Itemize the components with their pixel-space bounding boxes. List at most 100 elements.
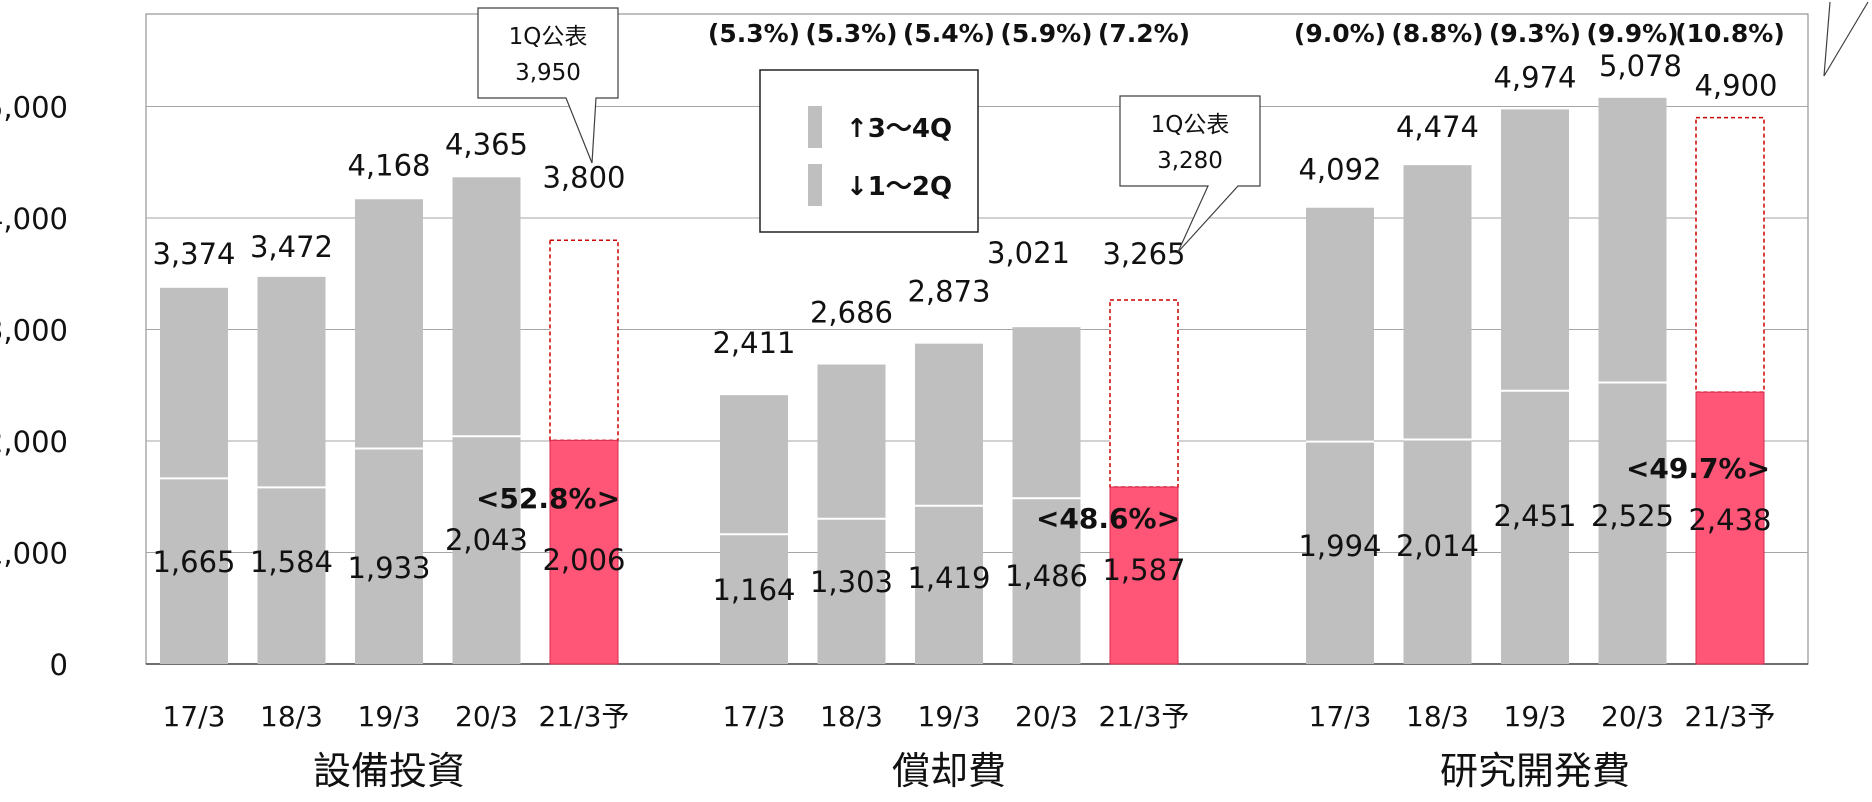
bar-forecast-h1 [1109,486,1179,665]
legend-box [759,69,979,233]
ratio-label: (5.3%) [805,19,897,48]
h1-label: 1,486 [1005,559,1088,593]
h1-label: 1,933 [347,551,430,585]
h1-label: 1,587 [1102,553,1185,587]
total-label: 4,365 [445,127,528,161]
total-label: 3,800 [542,160,625,194]
callout-title: 1Q公表 [1151,112,1230,138]
group-title: 償却費 [892,749,1006,793]
bar-actual-total [720,395,788,664]
bar-actual-total [1306,207,1374,664]
total-label: 2,873 [907,275,990,309]
progress-rate-label: <49.7%> [1626,452,1770,485]
total-label: 3,374 [152,237,235,271]
x-tick-label: 19/3 [1504,700,1567,733]
callout-box [1119,95,1261,253]
x-tick-label: 18/3 [820,700,883,733]
bar-actual-total [1012,327,1081,664]
callout-box [477,7,619,164]
h1-label: 1,994 [1298,529,1381,563]
total-label: 5,078 [1599,49,1682,83]
x-tick-label: 18/3 [260,700,323,733]
ratio-label: (5.9%) [1000,19,1092,48]
total-label: 2,686 [810,296,893,330]
bar-forecast-h2-outline [549,239,619,442]
bar-actual-total [160,287,228,664]
bar-actual-total [1403,165,1472,665]
h1-label: 1,419 [907,561,990,595]
total-label: 4,092 [1298,153,1381,187]
h1-label: 1,584 [250,545,333,579]
y-tick-label: 1,000 [0,537,68,571]
callout-pointer-offscreen [1823,1,1869,77]
x-tick-label: 21/3予 [539,700,630,733]
total-label: 4,168 [347,148,430,182]
ratio-label: (9.9%) [1586,19,1678,48]
x-tick-label: 19/3 [358,700,421,733]
h1-label: 1,303 [810,565,893,599]
total-label: 4,474 [1396,110,1479,144]
x-tick-label: 20/3 [1601,700,1664,733]
progress-rate-label: <52.8%> [476,482,620,515]
total-label: 4,900 [1694,69,1777,103]
h1-label: 1,665 [152,545,235,579]
bar-actual-total [1598,97,1667,665]
bar-actual-total [452,177,521,665]
progress-rate-label: <48.6%> [1036,502,1180,535]
legend-label: ↓1～2Q [846,172,952,202]
ratio-label: (5.4%) [903,19,995,48]
y-tick-label: 3,000 [0,314,68,348]
h1-label: 2,438 [1688,503,1771,537]
bar-forecast-h2-outline [1109,299,1179,488]
ratio-label: (9.0%) [1294,19,1386,48]
data-labels: 3,374 1,665 3,472 1,584 4,168 1,933 4,365 2,043… [152,49,1777,607]
h1-label: 2,451 [1493,499,1576,533]
group-title: 研究開発費 [1440,749,1630,793]
callout-value: 3,280 [1157,148,1223,174]
total-label: 3,265 [1102,237,1185,271]
y-tick-label: 0 [50,648,68,682]
total-label: 3,472 [250,230,333,264]
legend: ↑3～4Q ↓1～2Q [759,69,979,233]
x-tick-label: 17/3 [1309,700,1372,733]
x-tick-label: 21/3予 [1685,700,1776,733]
total-label: 2,411 [712,326,795,360]
ratio-label: (9.3%) [1489,19,1581,48]
bar-forecast-h1 [549,439,619,665]
x-tick-label: 17/3 [723,700,786,733]
y-tick-label: 2,000 [0,425,68,459]
bar-actual-total [257,276,326,664]
group-title: 設備投資 [313,749,465,793]
bar-actual-total [1501,109,1569,665]
legend-swatch [808,106,822,148]
total-label: 4,974 [1493,60,1576,94]
ratio-label: (5.3%) [708,19,800,48]
x-tick-label: 20/3 [455,700,518,733]
h1-label: 2,006 [542,543,625,577]
h1-label: 2,525 [1591,499,1674,533]
total-label: 3,021 [987,236,1070,270]
legend-swatch [808,164,822,206]
legend-label: ↑3～4Q [846,114,952,144]
y-tick-label: 4,000 [0,202,68,236]
bar-actual-total [355,199,423,664]
h1-label: 2,043 [445,523,528,557]
bar-actual-total [817,364,886,664]
bars [160,97,1765,665]
callout-title: 1Q公表 [509,24,588,50]
ratio-label: (10.8%) [1675,19,1785,48]
h1-label: 2,014 [1396,529,1479,563]
bar-actual-total [915,343,983,664]
x-tick-label: 19/3 [918,700,981,733]
x-tick-label: 20/3 [1015,700,1078,733]
callout-value: 3,950 [515,60,581,86]
y-tick-label: 5,000 [0,91,68,125]
bar-forecast-h2-outline [1695,116,1765,393]
ratio-label: (8.8%) [1391,19,1483,48]
x-tick-label: 17/3 [163,700,226,733]
bar-forecast-h1 [1695,391,1765,665]
x-tick-label: 21/3予 [1099,700,1190,733]
